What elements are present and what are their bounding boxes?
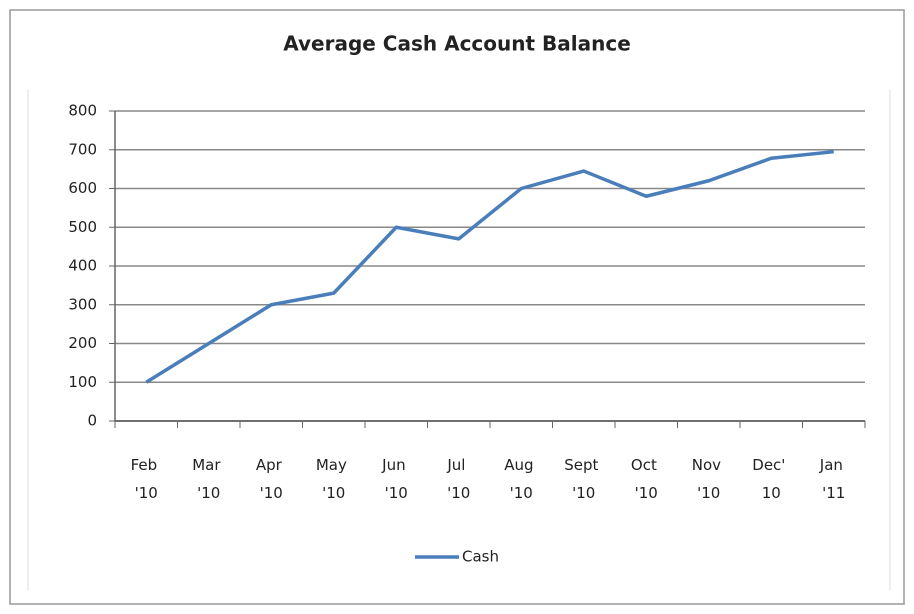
x-tick-label: Apr '10 [256,456,287,502]
chart-title: Average Cash Account Balance [283,32,631,56]
x-tick-label: Jan '11 [819,456,848,502]
x-tick-label: Aug '10 [504,456,538,502]
x-tick-label: Nov '10 [692,456,726,502]
x-tick-label: Mar '10 [192,456,225,502]
y-tick-label: 700 [68,140,97,158]
y-tick-label: 100 [68,373,97,391]
y-tick-label: 200 [68,334,97,352]
y-tick-label: 0 [87,412,97,430]
x-tick-label: Feb '10 [131,456,162,502]
x-tick-label: Jun '10 [381,456,410,502]
x-tick-label: Sept '10 [564,456,603,502]
y-tick-label: 300 [68,295,97,313]
legend-label: Cash [462,548,499,566]
data-line [145,149,834,384]
chart-border [9,9,905,605]
y-tick-label: 500 [68,218,97,236]
x-tick-label: May '10 [316,456,352,502]
y-tick-label: 400 [68,257,97,275]
x-tick-label: Oct '10 [631,456,662,502]
x-tick-label: Dec' 10 [752,456,790,502]
x-tick-label: Jul '10 [446,456,470,502]
y-tick-label: 800 [68,102,97,120]
y-tick-label: 600 [68,179,97,197]
